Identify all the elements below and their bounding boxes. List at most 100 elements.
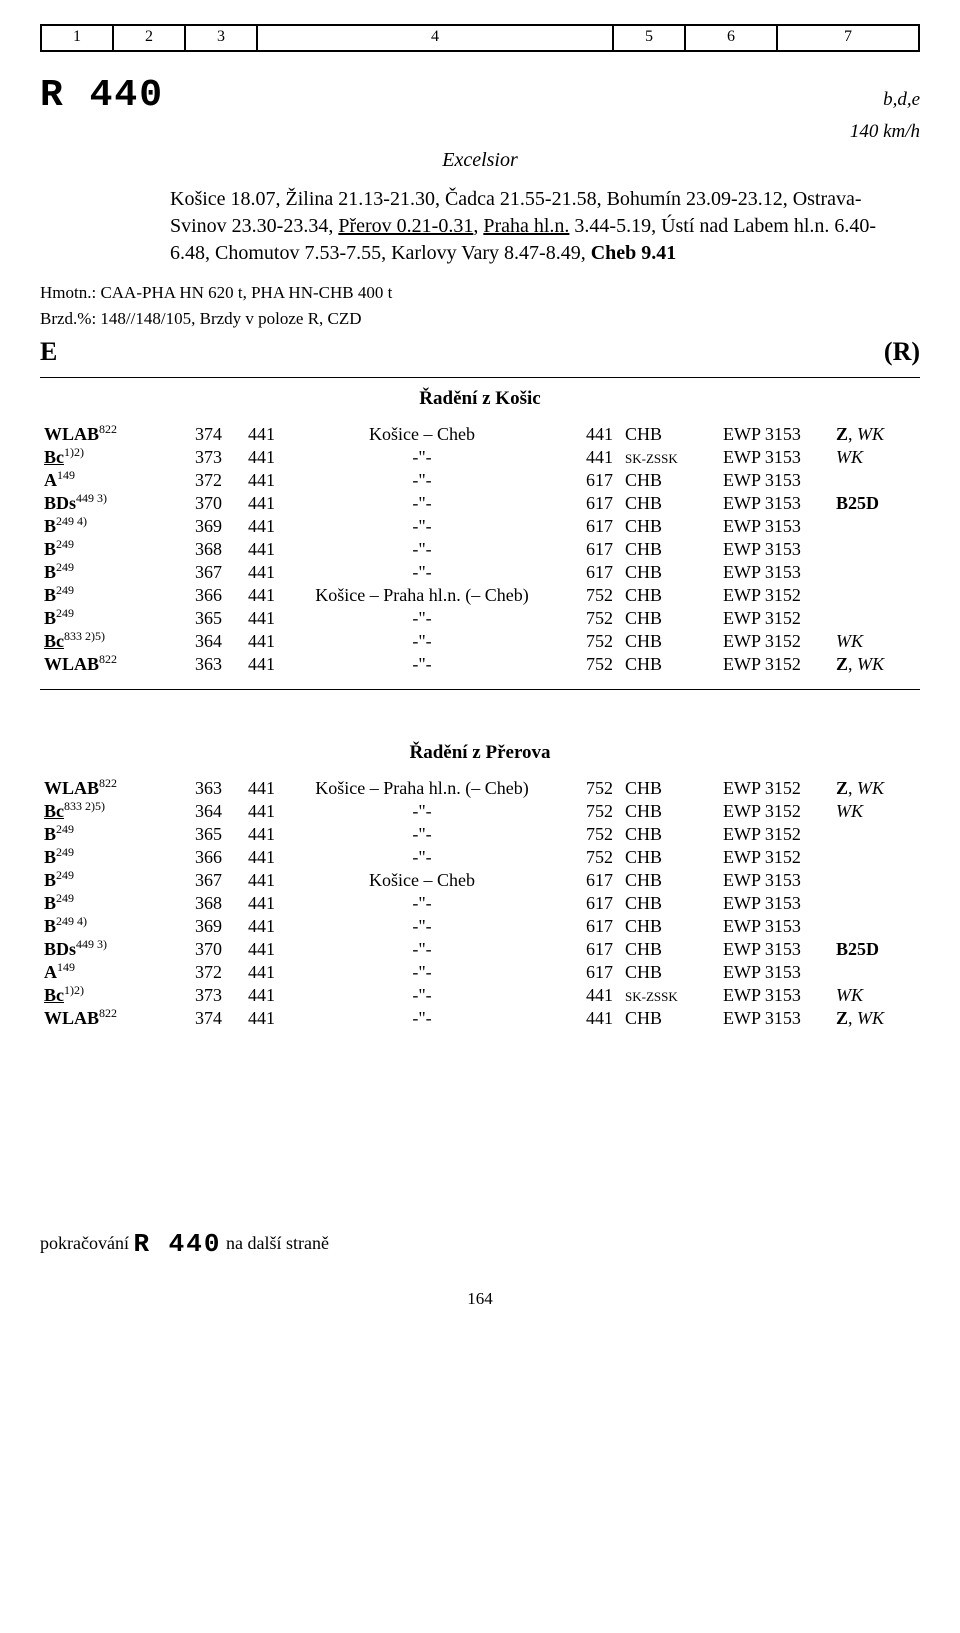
col-ewp: EWP 3153 bbox=[719, 422, 832, 445]
col-ewp: EWP 3153 bbox=[719, 983, 832, 1006]
col-operator: CHB bbox=[617, 491, 719, 514]
col-notes bbox=[832, 891, 920, 914]
meta-weight: Hmotn.: CAA-PHA HN 620 t, PHA HN-CHB 400… bbox=[40, 283, 920, 303]
col-num1: 367 bbox=[168, 868, 226, 891]
col-km: 617 bbox=[559, 891, 617, 914]
col-relation: -"- bbox=[285, 629, 559, 652]
col-relation: -"- bbox=[285, 606, 559, 629]
col-num2: 441 bbox=[226, 629, 285, 652]
col-notes bbox=[832, 822, 920, 845]
col-operator: CHB bbox=[617, 845, 719, 868]
col-km: 752 bbox=[559, 799, 617, 822]
cont-post: na další straně bbox=[226, 1233, 329, 1253]
col-num1: 373 bbox=[168, 983, 226, 1006]
ruler-col: 1 bbox=[42, 26, 114, 50]
col-relation: -"- bbox=[285, 937, 559, 960]
car-type: Bc1)2) bbox=[40, 983, 168, 1006]
table-row: B249368441-"-617CHBEWP 3153 bbox=[40, 537, 920, 560]
col-operator: CHB bbox=[617, 914, 719, 937]
col-num2: 441 bbox=[226, 822, 285, 845]
col-num1: 374 bbox=[168, 422, 226, 445]
col-relation: -"- bbox=[285, 1006, 559, 1029]
col-num2: 441 bbox=[226, 891, 285, 914]
col-num2: 441 bbox=[226, 606, 285, 629]
e-row: E (R) bbox=[40, 337, 920, 367]
col-km: 617 bbox=[559, 868, 617, 891]
col-operator: CHB bbox=[617, 537, 719, 560]
continuation-note: pokračování R 440 na další straně bbox=[40, 1229, 920, 1259]
col-km: 441 bbox=[559, 422, 617, 445]
col-km: 752 bbox=[559, 845, 617, 868]
col-ewp: EWP 3153 bbox=[719, 514, 832, 537]
e-letter: E bbox=[40, 337, 57, 367]
table-row: A149372441-"-617CHBEWP 3153 bbox=[40, 960, 920, 983]
col-km: 617 bbox=[559, 491, 617, 514]
col-num1: 368 bbox=[168, 537, 226, 560]
col-ewp: EWP 3153 bbox=[719, 914, 832, 937]
col-relation: Košice – Cheb bbox=[285, 868, 559, 891]
col-num2: 441 bbox=[226, 652, 285, 675]
col-operator: CHB bbox=[617, 1006, 719, 1029]
col-operator: CHB bbox=[617, 606, 719, 629]
col-notes bbox=[832, 606, 920, 629]
col-km: 441 bbox=[559, 1006, 617, 1029]
col-ewp: EWP 3152 bbox=[719, 776, 832, 799]
col-num2: 441 bbox=[226, 514, 285, 537]
col-ewp: EWP 3153 bbox=[719, 537, 832, 560]
col-km: 441 bbox=[559, 445, 617, 468]
col-notes bbox=[832, 914, 920, 937]
table-row: Bc833 2)5)364441-"-752CHBEWP 3152WK bbox=[40, 629, 920, 652]
col-operator: SK-ZSSK bbox=[617, 445, 719, 468]
r-letter: (R) bbox=[884, 337, 920, 367]
col-ewp: EWP 3152 bbox=[719, 606, 832, 629]
col-notes: B25D bbox=[832, 937, 920, 960]
col-km: 752 bbox=[559, 629, 617, 652]
car-type: WLAB822 bbox=[40, 422, 168, 445]
col-relation: -"- bbox=[285, 445, 559, 468]
col-num1: 365 bbox=[168, 822, 226, 845]
col-notes bbox=[832, 845, 920, 868]
table-row: Bc833 2)5)364441-"-752CHBEWP 3152WK bbox=[40, 799, 920, 822]
col-relation: -"- bbox=[285, 468, 559, 491]
table-row: WLAB822374441-"-441CHBEWP 3153Z, WK bbox=[40, 1006, 920, 1029]
col-num1: 374 bbox=[168, 1006, 226, 1029]
car-type: A149 bbox=[40, 468, 168, 491]
table-row: BDs449 3)370441-"-617CHBEWP 3153B25D bbox=[40, 937, 920, 960]
table-row: B249368441-"-617CHBEWP 3153 bbox=[40, 891, 920, 914]
car-type: B249 bbox=[40, 537, 168, 560]
col-num1: 372 bbox=[168, 468, 226, 491]
col-ewp: EWP 3153 bbox=[719, 560, 832, 583]
col-ewp: EWP 3152 bbox=[719, 583, 832, 606]
page-number: 164 bbox=[40, 1289, 920, 1309]
col-num2: 441 bbox=[226, 799, 285, 822]
col-notes: WK bbox=[832, 445, 920, 468]
col-notes: B25D bbox=[832, 491, 920, 514]
col-relation: -"- bbox=[285, 845, 559, 868]
col-num2: 441 bbox=[226, 422, 285, 445]
car-type: B249 4) bbox=[40, 914, 168, 937]
table-row: B249366441-"-752CHBEWP 3152 bbox=[40, 845, 920, 868]
car-type: B249 bbox=[40, 845, 168, 868]
col-operator: CHB bbox=[617, 891, 719, 914]
col-num1: 370 bbox=[168, 491, 226, 514]
ruler-col: 6 bbox=[686, 26, 778, 50]
cont-pre: pokračování bbox=[40, 1233, 133, 1253]
section-title-1: Řadění z Košic bbox=[40, 388, 920, 410]
col-num2: 441 bbox=[226, 776, 285, 799]
car-type: Bc833 2)5) bbox=[40, 799, 168, 822]
table-row: Bc1)2)373441-"-441SK-ZSSKEWP 3153WK bbox=[40, 983, 920, 1006]
col-km: 752 bbox=[559, 652, 617, 675]
ruler-col: 7 bbox=[778, 26, 918, 50]
col-operator: CHB bbox=[617, 629, 719, 652]
col-notes: Z, WK bbox=[832, 1006, 920, 1029]
col-operator: CHB bbox=[617, 583, 719, 606]
cont-train: R 440 bbox=[133, 1229, 221, 1259]
col-relation: -"- bbox=[285, 983, 559, 1006]
col-km: 752 bbox=[559, 606, 617, 629]
col-relation: -"- bbox=[285, 960, 559, 983]
col-relation: -"- bbox=[285, 491, 559, 514]
col-notes: WK bbox=[832, 799, 920, 822]
col-relation: -"- bbox=[285, 822, 559, 845]
col-num1: 367 bbox=[168, 560, 226, 583]
car-type: B249 bbox=[40, 891, 168, 914]
